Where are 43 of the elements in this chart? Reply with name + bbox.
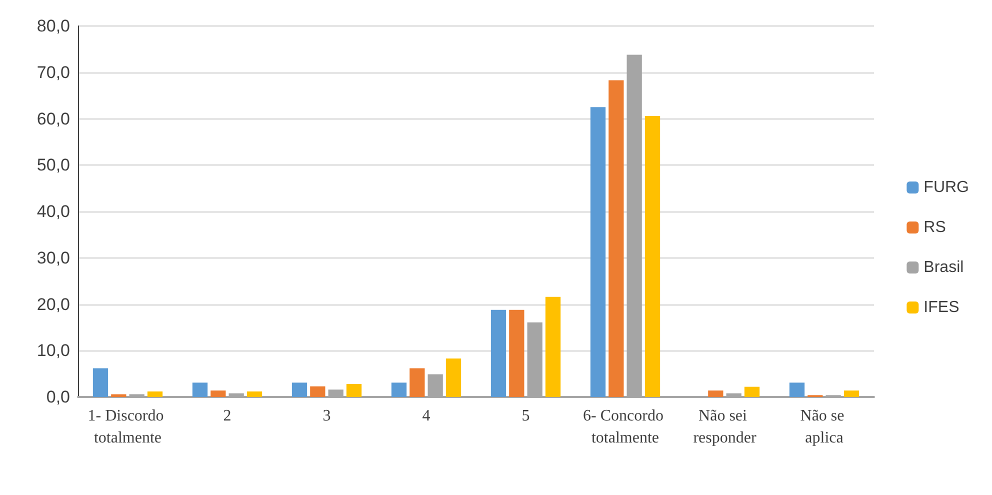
y-tick-label: 10,0 xyxy=(36,341,70,360)
bar xyxy=(292,382,308,397)
x-tick-label: 5 xyxy=(522,408,530,424)
bar xyxy=(644,116,660,397)
x-tick-label: 2 xyxy=(223,408,232,424)
y-tick-label: 80,0 xyxy=(36,16,70,36)
bar xyxy=(92,368,108,397)
bar xyxy=(246,391,262,397)
bar xyxy=(410,368,425,397)
legend-label: Brasil xyxy=(924,259,964,276)
bar xyxy=(490,310,506,397)
legend-label: FURG xyxy=(924,179,969,196)
bar xyxy=(744,386,760,397)
legend-label: IFES xyxy=(924,299,960,316)
bar xyxy=(391,382,407,397)
x-tick-label: 3 xyxy=(322,408,331,424)
x-tick-label: Não sei responder xyxy=(693,408,757,446)
x-tick-label: 1- Discordo totalmente xyxy=(88,408,168,446)
x-tick-label: 6- Concordo totalmente xyxy=(583,408,668,446)
bar xyxy=(446,358,462,397)
bar xyxy=(844,390,860,397)
y-tick-label: 20,0 xyxy=(36,294,70,314)
bar xyxy=(346,384,362,397)
y-tick-label: 70,0 xyxy=(36,62,70,82)
legend-label: RS xyxy=(924,219,946,236)
bar xyxy=(608,80,624,397)
x-tick-label: Não se aplica xyxy=(800,408,848,446)
y-tick-label: 30,0 xyxy=(36,248,70,268)
bar xyxy=(590,107,606,397)
bar xyxy=(147,391,163,397)
bar xyxy=(509,310,524,397)
y-tick-label: 50,0 xyxy=(36,156,70,175)
y-tick-label: 0,0 xyxy=(46,388,70,406)
y-tick-label: 60,0 xyxy=(36,109,70,128)
bar xyxy=(310,386,326,397)
bar xyxy=(192,382,208,397)
bar xyxy=(210,390,226,397)
x-tick-label: 4 xyxy=(422,408,430,424)
bar xyxy=(111,394,126,397)
bar xyxy=(789,382,805,397)
bar xyxy=(708,390,724,397)
y-tick-label: 40,0 xyxy=(36,202,70,221)
bar xyxy=(545,296,561,397)
